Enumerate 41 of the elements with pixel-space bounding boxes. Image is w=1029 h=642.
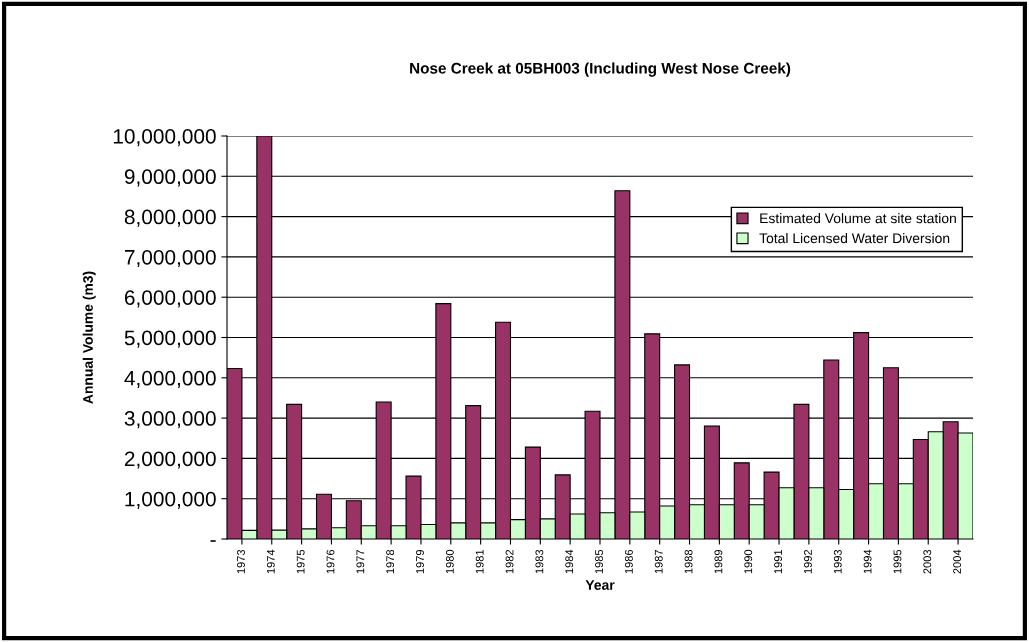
x-tick-label: 1980	[445, 549, 454, 574]
x-tick-label: 1975	[296, 549, 305, 574]
x-tick-label: 1985	[595, 549, 603, 574]
x-tick-label: 1989	[714, 549, 723, 574]
x-tick-label: 1990	[744, 549, 753, 574]
x-tick-label: 1978	[386, 549, 395, 574]
legend-label: Total Licensed Water Diversion	[759, 233, 950, 244]
x-tick-label: 1991	[774, 549, 783, 574]
x-tick-label: 1988	[684, 549, 693, 574]
y-tick-label: 6,000,000	[124, 290, 216, 308]
y-axis-title: Annual Volume (m3)	[82, 271, 96, 404]
x-tick-label: 1983	[535, 549, 544, 574]
y-tick-label: 2,000,000	[124, 451, 216, 469]
x-tick-label: 1986	[624, 549, 633, 574]
y-tick-label: 8,000,000	[124, 209, 216, 227]
x-tick-label: 1979	[416, 549, 424, 574]
x-tick-label: 1973	[237, 549, 245, 574]
y-tick-label: 7,000,000	[124, 249, 216, 268]
x-axis-title: Year	[585, 580, 615, 590]
y-tick-label: 4,000,000	[124, 370, 216, 389]
x-tick-label: 1974	[266, 549, 275, 574]
y-tick-label: 1,000,000	[125, 491, 216, 509]
x-tick-label: 1981	[475, 549, 484, 574]
y-tick-label: -	[210, 540, 216, 542]
y-tick-label: 9,000,000	[124, 169, 216, 187]
x-tick-label: 1994	[863, 549, 872, 574]
x-tick-label: 1995	[893, 549, 902, 574]
x-tick-label: 1993	[833, 549, 842, 574]
chart-title: Nose Creek at 05BH003 (Including West Nose Creek)	[410, 62, 791, 77]
y-tick-label: 10,000,000	[113, 129, 216, 147]
legend-label: Estimated Volume at site station	[760, 213, 956, 224]
y-tick-label: 3,000,000	[124, 411, 216, 429]
x-tick-label: 1982	[505, 549, 514, 574]
x-tick-label: 1987	[654, 549, 663, 574]
x-tick-label: 1992	[803, 549, 812, 574]
x-tick-label: 1984	[565, 549, 574, 574]
x-tick-label: 1977	[356, 549, 365, 574]
x-tick-label: 1976	[326, 549, 335, 574]
x-tick-label: 2004	[953, 549, 962, 574]
y-tick-label: 5,000,000	[124, 330, 216, 348]
x-tick-label: 2003	[923, 549, 932, 574]
